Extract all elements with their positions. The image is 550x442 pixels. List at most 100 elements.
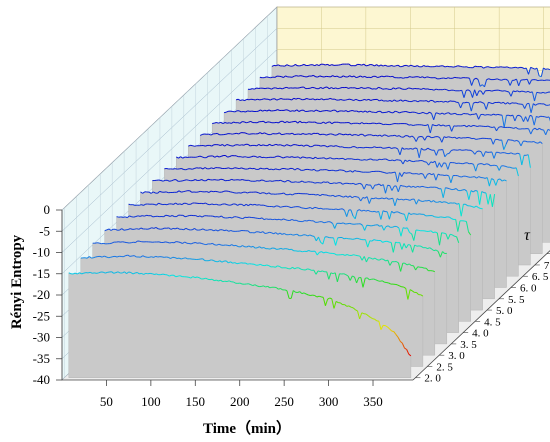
series-line-segment [509,80,513,86]
series-line-segment [346,209,350,217]
series-line-segment [116,216,119,218]
series-line-segment [366,183,369,186]
series-line-segment [375,87,379,90]
series-line-segment [396,261,399,264]
series-line-segment [224,144,228,147]
series-line-segment [420,173,424,175]
series-line-segment [281,218,284,221]
series-line-segment [269,87,272,90]
series-line-segment [319,193,323,197]
series-line-segment [415,266,419,271]
series-line-segment [278,247,282,250]
series-line-segment [400,262,404,272]
series-line-segment [254,180,258,182]
series-line-segment [302,156,305,158]
series-line-segment [108,228,112,231]
series-line-segment [298,75,301,77]
series-line-segment [254,87,257,90]
series-line-segment [390,159,393,162]
series-line-segment [437,112,441,115]
series-line-segment [379,197,383,200]
series-line-segment [238,216,241,219]
series-line-segment [151,256,154,258]
series-line-segment [273,168,276,171]
series-line-segment [446,152,450,155]
series-line-segment [383,226,387,231]
series-line-segment [347,195,351,198]
series-line-segment [445,233,449,240]
series-line-segment [485,151,488,153]
series-line-segment [140,191,143,194]
series-line-segment [382,241,385,243]
series-line-segment [539,141,543,144]
series-line-segment [319,251,322,253]
series-line-segment [342,182,346,185]
series-line-segment [353,98,357,101]
series-line-segment [362,110,366,113]
series-line-segment [544,79,547,81]
series-line-segment [459,65,463,68]
series-line-segment [217,191,220,193]
series-line-segment [323,75,327,78]
series-line-segment [455,188,459,191]
series-line-segment [137,272,140,275]
series-line-segment [389,328,393,332]
series-line-segment [414,65,418,67]
series-line-segment [211,259,214,261]
series-line-segment [443,201,447,203]
series-line-segment [314,295,318,298]
series-line-segment [315,156,318,159]
series-line-segment [154,273,157,275]
series-line-segment [518,141,522,147]
series-line-segment [179,275,183,278]
series-line-segment [159,190,163,193]
series-line-segment [284,233,287,236]
series-line-segment [278,155,282,158]
series-line-segment [335,87,338,90]
series-line-segment [279,168,283,171]
series-line-segment [326,86,330,90]
series-line-segment [442,174,445,176]
series-line-segment [387,326,390,330]
series-line-segment [510,152,514,155]
series-line-segment [142,191,146,194]
series-line-segment [483,163,487,166]
series-line-segment [268,109,272,112]
series-line-segment [243,111,246,113]
series-line-segment [318,236,322,243]
series-line-segment [443,232,447,235]
series-line-segment [378,86,381,89]
series-line-segment [348,63,352,67]
series-line-segment [343,110,347,112]
series-line-segment [310,98,314,100]
series-line-segment [260,231,264,234]
series-line-segment [449,188,452,191]
series-line-segment [473,205,477,208]
series-line-segment [514,139,517,142]
series-line-segment [372,64,375,67]
series-line-segment [481,66,484,69]
series-line-segment [179,203,183,206]
tau-tick-label: 2. 0 [424,373,441,385]
series-line-segment [326,221,329,223]
series-line-segment [242,179,245,181]
series-line-segment [343,273,347,276]
series-line-segment [420,245,424,249]
series-line-segment [378,211,382,220]
series-line-segment [410,124,414,126]
series-line-segment [212,215,216,218]
series-line-segment [399,87,403,90]
series-line-segment [260,192,263,195]
series-line-segment [396,226,400,229]
series-line-segment [214,122,217,124]
series-line-segment [266,109,270,112]
series-line-segment [309,268,312,271]
series-line-segment [72,272,76,275]
series-line-segment [204,167,208,170]
series-line-segment [187,228,191,231]
series-line-segment [401,172,405,177]
series-line-segment [483,66,486,69]
series-line-segment [201,215,205,218]
series-line-segment [151,227,154,229]
series-line-segment [544,116,548,118]
